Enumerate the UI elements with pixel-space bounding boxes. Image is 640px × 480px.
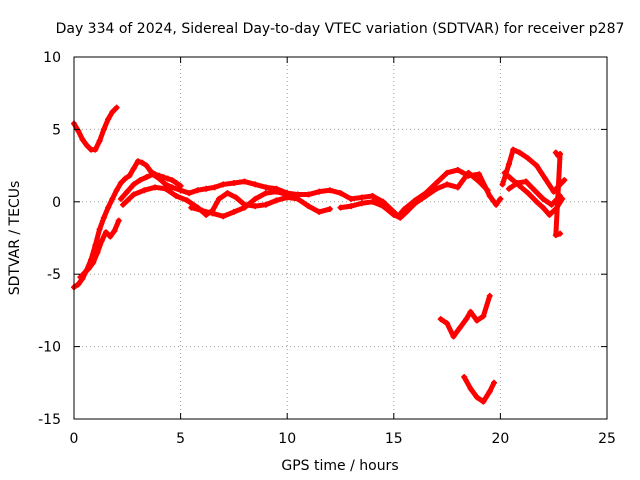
point-cluster	[542, 176, 557, 195]
y-tick-label: -15	[38, 412, 61, 428]
series-track-8	[437, 292, 493, 340]
x-tick-label: 0	[70, 431, 79, 447]
series-track-6	[188, 188, 291, 220]
axis-ticks: 0 5 10 15 20 25 -15 -10 -5 0 5 10	[38, 50, 616, 447]
data-point	[284, 191, 291, 198]
data-point	[486, 292, 493, 299]
grid-lines	[74, 57, 607, 419]
series-track-12	[505, 178, 564, 208]
x-tick-label: 25	[598, 431, 616, 447]
point-cluster	[476, 179, 491, 193]
x-axis-label: GPS time / hours	[281, 458, 398, 474]
data-point	[497, 195, 504, 202]
y-axis-label: SDTVAR / TECUs	[7, 181, 23, 296]
series-track-3	[77, 217, 122, 281]
y-tick-label: -10	[38, 340, 61, 356]
y-tick-label: 0	[52, 195, 61, 211]
plot-frame	[73, 56, 608, 420]
x-tick-label: 15	[385, 431, 403, 447]
point-cluster	[455, 170, 471, 190]
point-cluster	[534, 163, 548, 182]
data-point	[491, 379, 498, 386]
point-cluster	[553, 151, 563, 238]
data-point	[561, 177, 568, 184]
series-track-7	[337, 169, 491, 221]
series-track-9	[461, 374, 498, 405]
y-tick-label: -5	[47, 267, 61, 283]
x-tick-label: 5	[176, 431, 185, 447]
data-point	[484, 187, 491, 194]
y-tick-label: 5	[52, 122, 61, 138]
x-tick-label: 20	[491, 431, 509, 447]
x-tick-label: 10	[278, 431, 296, 447]
data-point	[115, 217, 122, 224]
y-tick-label: 10	[43, 50, 61, 66]
data-point	[557, 230, 564, 237]
series-track-1	[71, 104, 120, 153]
data-points	[71, 104, 568, 405]
chart-title: Day 334 of 2024, Sidereal Day-to-day VTE…	[56, 21, 625, 37]
data-point	[113, 104, 120, 111]
data-point	[326, 206, 333, 213]
series-track-13	[552, 149, 564, 239]
point-cluster	[480, 293, 493, 319]
